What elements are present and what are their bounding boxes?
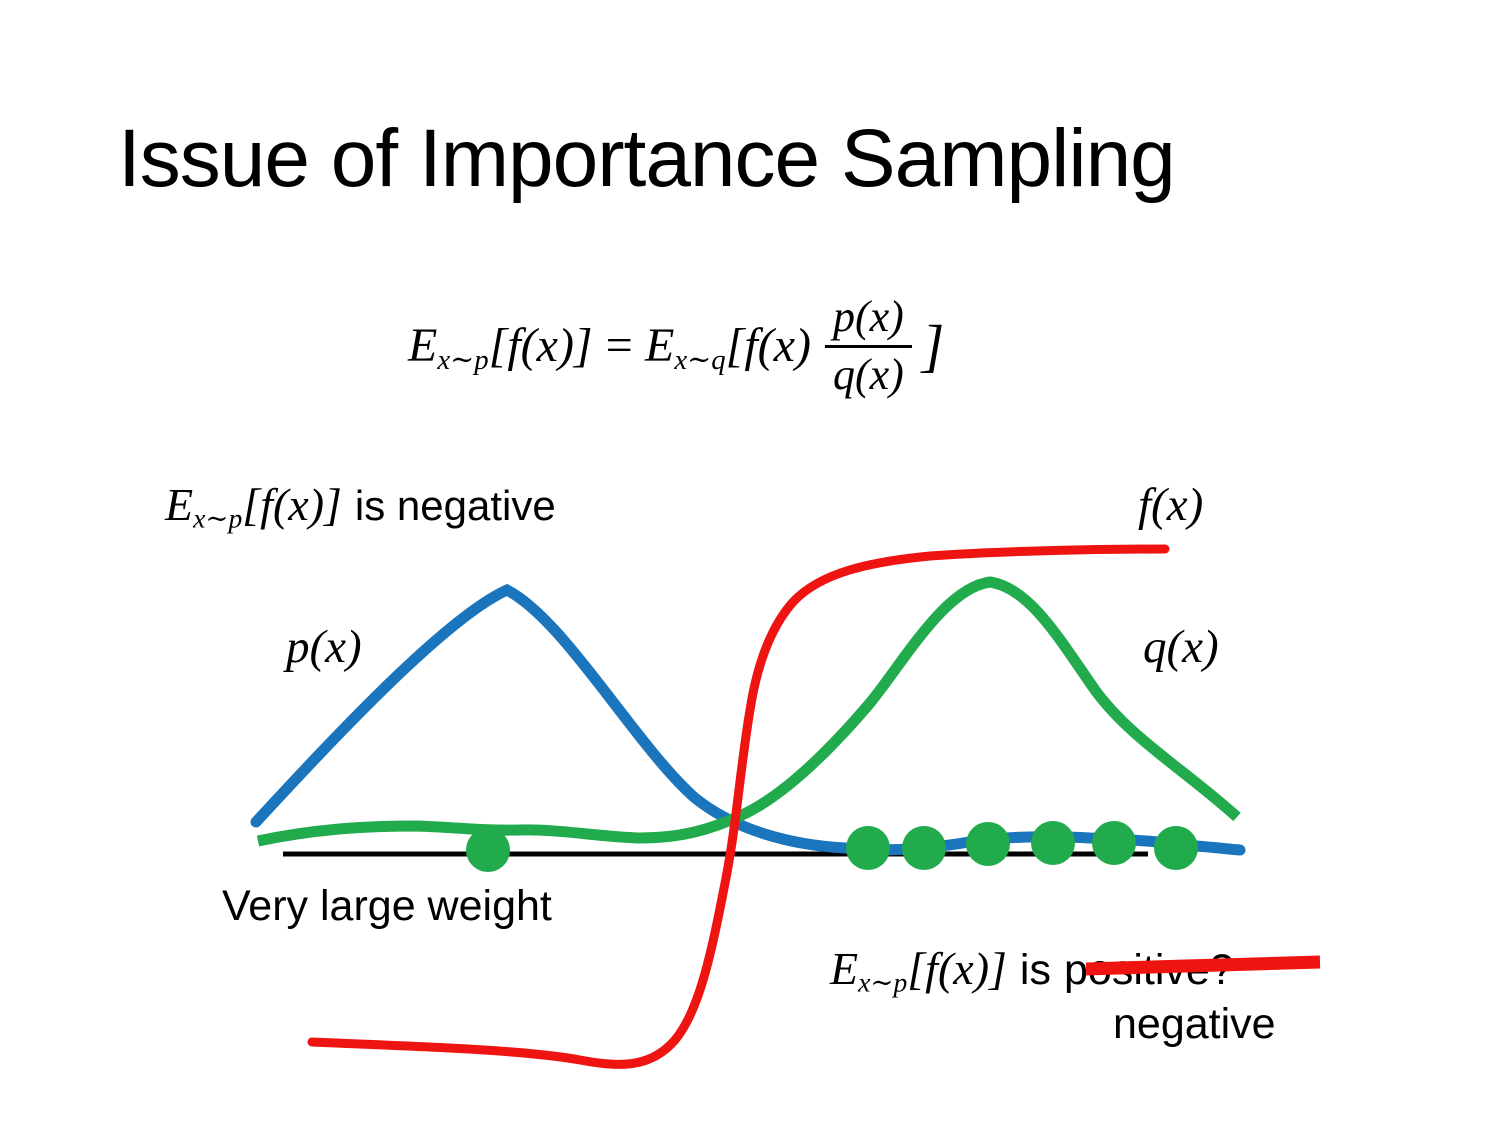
sample-dot xyxy=(1092,821,1136,865)
importance-sampling-formula: Ex∼p[f(x)] = Ex∼q[f(x) p(x) q(x) ] xyxy=(408,292,944,400)
positive-question-note: Ex∼p[f(x)] is positive? xyxy=(830,942,1234,998)
negative-expectation-text: is negative xyxy=(354,482,556,529)
fraction-denominator: q(x) xyxy=(832,349,904,399)
sample-dot xyxy=(966,822,1010,866)
p-of-x-label: p(x) xyxy=(286,621,362,673)
sample-dot xyxy=(1031,821,1075,865)
p-curve xyxy=(250,583,1246,856)
struck-word-positive: positive? xyxy=(1063,946,1234,994)
f-of-x-label: f(x) xyxy=(1138,479,1204,531)
sample-dot xyxy=(466,828,510,872)
positive-question-is: is xyxy=(1019,946,1051,994)
sample-dot xyxy=(1154,826,1198,870)
formula-lhs: Ex∼p[f(x)] xyxy=(408,319,593,377)
sample-dot xyxy=(846,826,890,870)
formula-close-bracket: ] xyxy=(921,313,945,379)
formula-rhs-open: Ex∼q[f(x) xyxy=(645,319,811,377)
negative-expectation-math: Ex∼p[f(x)] xyxy=(165,479,342,534)
positive-question-math: Ex∼p[f(x)] xyxy=(830,943,1007,998)
q-curve xyxy=(256,576,1241,847)
correction-word-negative: negative xyxy=(1113,1000,1276,1048)
q-of-x-label: q(x) xyxy=(1143,621,1219,673)
formula-equals: = xyxy=(602,319,635,373)
sample-dots-group xyxy=(466,821,1198,872)
negative-expectation-note: Ex∼p[f(x)] is negative xyxy=(165,478,556,534)
slide-title: Issue of Importance Sampling xyxy=(118,113,1176,204)
formula-fraction: p(x) q(x) xyxy=(824,292,912,400)
fraction-numerator: p(x) xyxy=(824,292,912,348)
sample-dot xyxy=(902,826,946,870)
very-large-weight-note: Very large weight xyxy=(222,882,552,930)
